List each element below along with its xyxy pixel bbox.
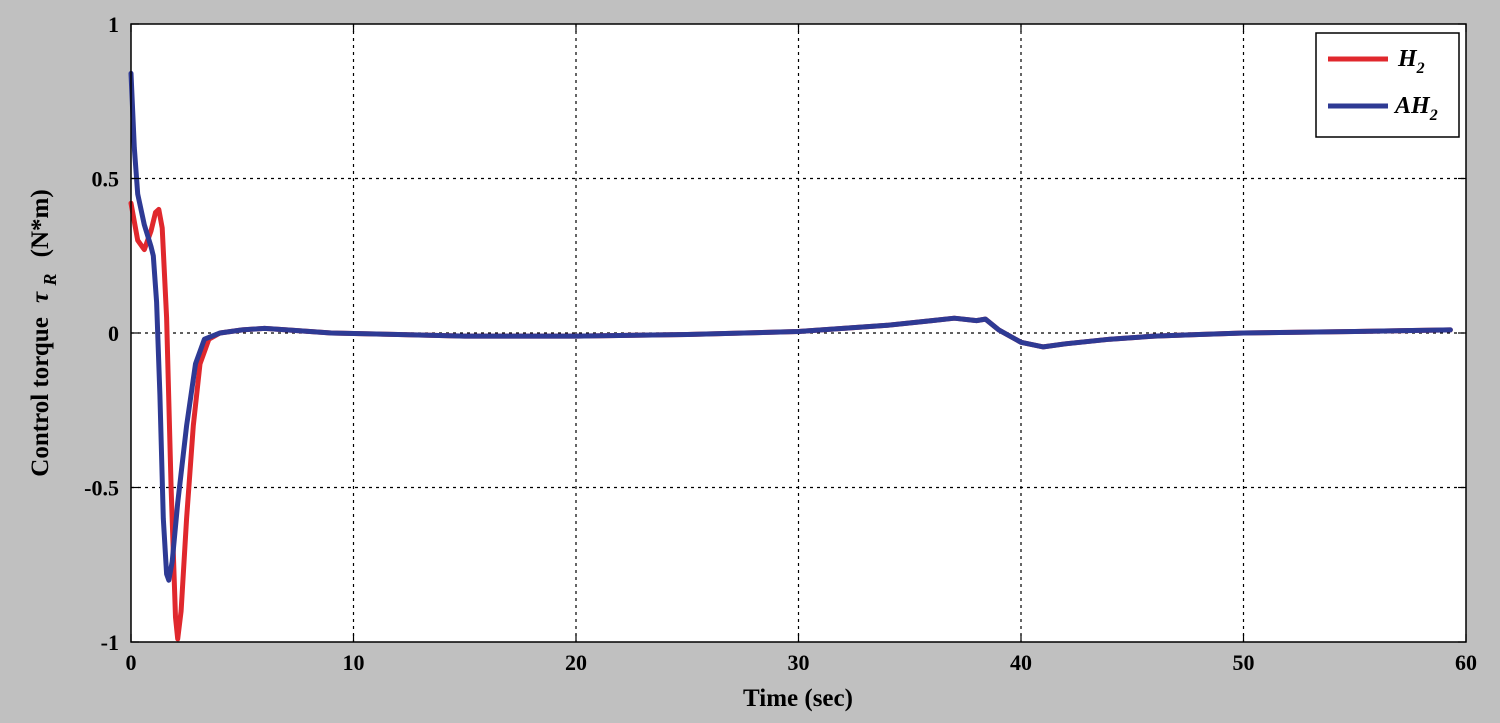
y-axis-label-symbol: τ [27, 291, 54, 303]
x-tick-label: 30 [788, 650, 810, 675]
x-tick-label: 40 [1010, 650, 1032, 675]
svg-text:Control torque τ R: Control torque τ R (N*m) [27, 189, 62, 476]
series-line-ah2 [128, 70, 1453, 583]
x-tick-label: 60 [1455, 650, 1477, 675]
x-tick-label: 20 [565, 650, 587, 675]
y-tick-label: -1 [101, 630, 119, 655]
x-tick-label: 10 [343, 650, 365, 675]
y-tick-label: 1 [108, 12, 119, 37]
axis-ticks: 0 10 20 30 40 50 60 -1 -0.5 0 0.5 1 [84, 12, 1477, 675]
legend: H2 AH2 [1315, 32, 1460, 138]
x-axis-label: Time (sec) [743, 685, 853, 712]
legend-label-h2: H2 [1397, 46, 1425, 77]
legend-box [1315, 32, 1460, 138]
y-tick-label: 0 [108, 321, 119, 346]
y-axis-label-prefix: Control torque [27, 317, 54, 477]
x-tick-label: 0 [126, 650, 137, 675]
legend-label-ah2-name: AH [1393, 93, 1431, 119]
y-tick-label: 0.5 [92, 167, 120, 192]
legend-label-h2-name: H [1397, 46, 1418, 72]
legend-label-ah2: AH2 [1393, 93, 1438, 124]
y-axis-label-unit: (N*m) [27, 189, 54, 257]
series-layer [128, 70, 1453, 642]
y-axis-label: Control torque τ R (N*m) [27, 189, 62, 476]
x-tick-label: 50 [1233, 650, 1255, 675]
legend-label-ah2-subscript: 2 [1429, 107, 1438, 124]
y-tick-label: -0.5 [84, 476, 119, 501]
legend-label-h2-subscript: 2 [1416, 60, 1425, 77]
y-axis-label-subscript: R [40, 274, 60, 287]
